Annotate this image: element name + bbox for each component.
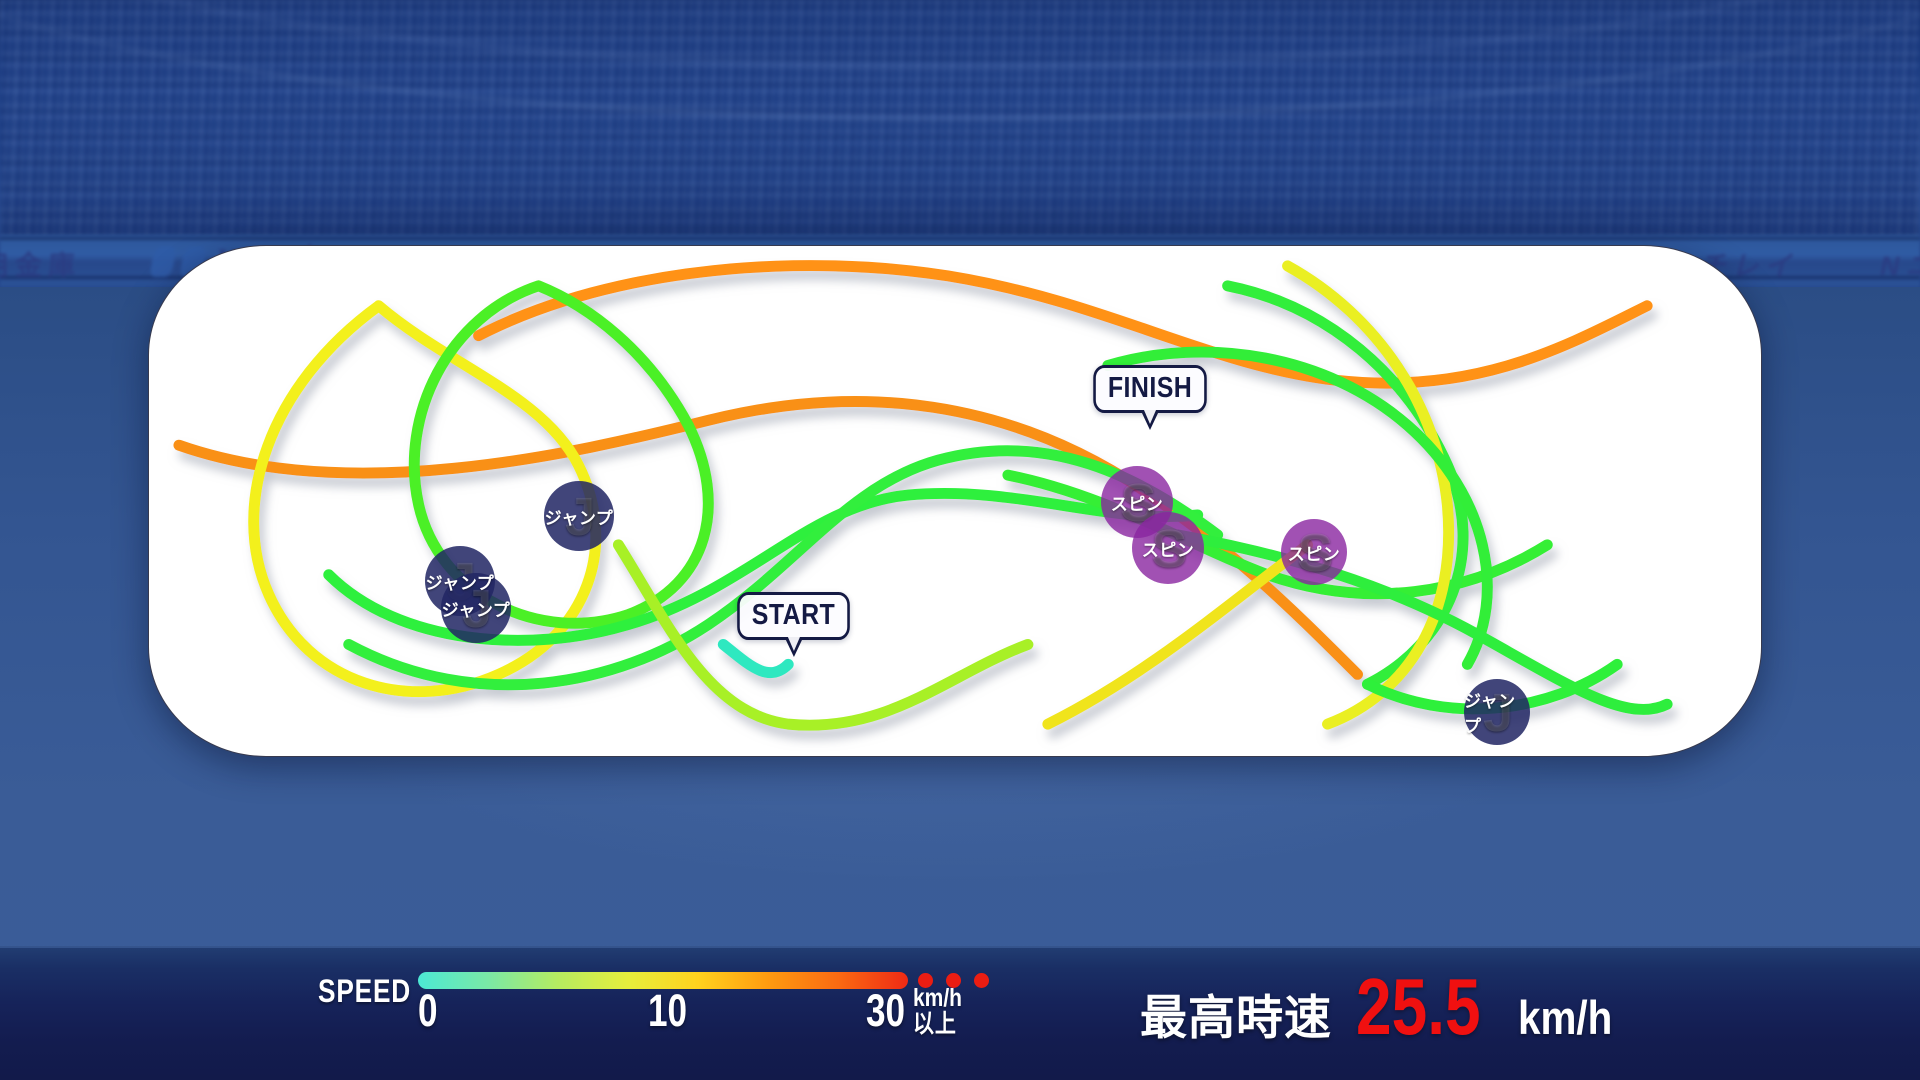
trace-path-yellow <box>1042 539 1314 730</box>
max-speed-label: 最高時速 <box>1140 991 1332 1044</box>
max-speed-unit: km/h <box>1517 991 1613 1044</box>
crowd-stands <box>0 0 1920 238</box>
speed-unit-kmh: km/h <box>913 984 963 1012</box>
max-speed-value: 25.5 <box>1356 962 1481 1051</box>
speed-unit-stack: km/h 以上 <box>913 984 963 1038</box>
trace-path-green <box>1102 346 1493 670</box>
rink-trace-card: JジャンプJジャンプJジャンプJジャンプSスピンSスピンSスピン <box>148 245 1762 757</box>
max-speed-readout: 最高時速 25.5 km/h <box>1140 962 1627 1051</box>
sponsor-logo-4: Nニ <box>1880 251 1920 281</box>
marker-spin-3[interactable]: S スピン <box>1281 519 1347 585</box>
speed-overflow-dot-2 <box>946 973 961 988</box>
trace-path-cyan <box>717 638 794 679</box>
marker-label: スピン <box>1287 544 1341 564</box>
speed-unit-ijou: 以上 <box>913 1009 957 1038</box>
trace-path-green <box>1172 529 1673 715</box>
trace-path-green <box>408 280 714 629</box>
speed-tick-10: 10 <box>648 985 688 1036</box>
arena-roof-arc-outer <box>0 0 1920 70</box>
marker-label: ジャンプ <box>544 508 614 528</box>
marker-spin-2[interactable]: S スピン <box>1132 512 1204 584</box>
callout-start: START <box>736 592 850 640</box>
marker-jump-4[interactable]: J ジャンプ <box>1464 679 1530 745</box>
speed-overflow-dot-1 <box>918 973 933 988</box>
trace-path-green <box>343 445 1224 691</box>
trace-path-orange <box>473 260 1653 389</box>
speed-legend-label: SPEED <box>318 973 412 1009</box>
speed-overflow-dot-3 <box>974 973 989 988</box>
trace-path-yellow <box>1282 260 1455 730</box>
speed-tick-0: 0 <box>418 985 438 1036</box>
callout-finish: FINISH <box>1093 365 1207 413</box>
marker-label: ジャンプ <box>441 600 511 620</box>
speed-hud-bar: SPEED <box>0 946 1920 1080</box>
trace-path-yellow <box>248 300 602 698</box>
trace-path-yellow-green <box>612 539 1034 731</box>
marker-label: ジャンプ <box>425 573 495 593</box>
speed-gradient-bar <box>418 972 908 989</box>
marker-jump-1[interactable]: J ジャンプ <box>544 481 614 551</box>
sponsor-logo-1: 用金庫 <box>0 251 81 281</box>
speed-tick-30: 30 <box>866 985 906 1036</box>
marker-label: スピン <box>1110 494 1164 514</box>
marker-label: ジャンプ <box>1464 692 1516 736</box>
marker-label: スピン <box>1141 540 1195 560</box>
arena-roof-arc <box>0 0 1920 120</box>
